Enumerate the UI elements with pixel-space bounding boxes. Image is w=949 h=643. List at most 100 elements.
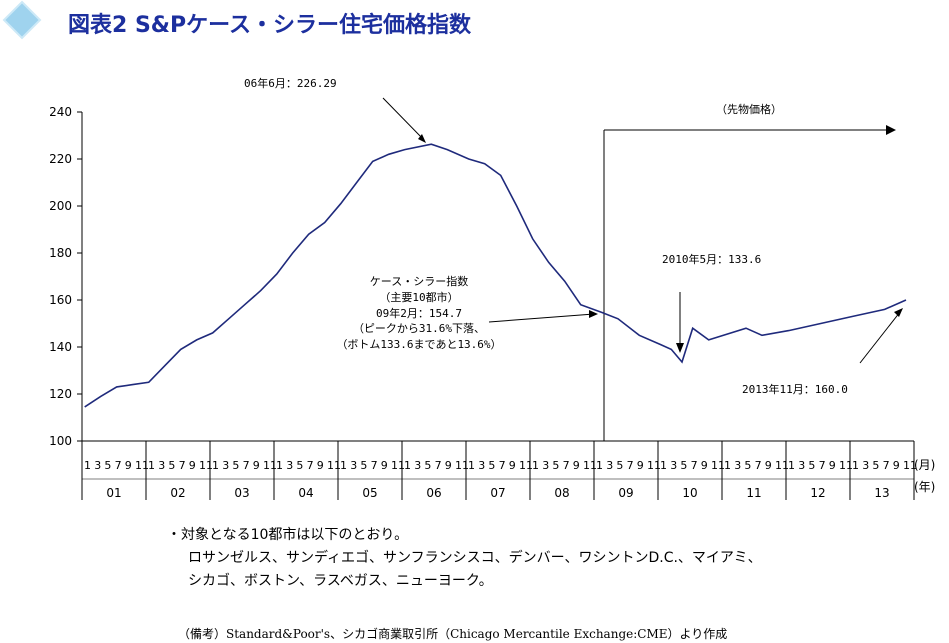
x-month-label: 5 bbox=[104, 459, 111, 472]
note-line-2: ロサンゼルス、サンディエゴ、サンフランシスコ、デンバー、ワシントンD.C.、マイ… bbox=[188, 550, 762, 566]
annotation-last-arrow bbox=[859, 311, 901, 364]
x-month-label: 5 bbox=[360, 459, 367, 472]
x-month-label: 11 bbox=[647, 459, 661, 472]
x-month-label: 1 bbox=[84, 459, 91, 472]
annotation-index-arrow bbox=[488, 313, 595, 323]
annotation-last: 2013年11月：160.0 bbox=[742, 382, 848, 396]
annotation-low: 2010年5月：133.6 bbox=[662, 252, 761, 266]
y-tick-label: 220 bbox=[49, 152, 72, 166]
x-month-label: 9 bbox=[317, 459, 324, 472]
x-year-label: 09 bbox=[618, 486, 633, 500]
futures-arrow-head-icon bbox=[886, 125, 896, 135]
x-year-label: 01 bbox=[106, 486, 121, 500]
x-month-label: 11 bbox=[263, 459, 277, 472]
note-line-3: シカゴ、ボストン、ラスベガス、ニューヨーク。 bbox=[188, 573, 493, 589]
x-month-label: 9 bbox=[573, 459, 580, 472]
x-month-label: 5 bbox=[872, 459, 879, 472]
annotation-index-line: 09年2月：154.7 bbox=[376, 306, 462, 320]
annotation-index-arrowhead-icon bbox=[589, 310, 598, 318]
x-year-label: 12 bbox=[810, 486, 825, 500]
x-year-label: 08 bbox=[554, 486, 569, 500]
x-month-label: 9 bbox=[893, 459, 900, 472]
x-month-label: 5 bbox=[424, 459, 431, 472]
annotation-last-arrowhead-icon bbox=[894, 308, 903, 317]
annotation-peak: 06年6月：226.29 bbox=[244, 76, 337, 90]
x-month-label: 11 bbox=[839, 459, 853, 472]
x-month-label: 3 bbox=[798, 459, 805, 472]
x-month-label: 7 bbox=[627, 459, 634, 472]
annotation-peak-arrowhead-icon bbox=[418, 134, 426, 143]
source-note: （備考）Standard&Poor's、シカゴ商業取引所（Chicago Mer… bbox=[178, 627, 728, 641]
x-month-label: 1 bbox=[852, 459, 859, 472]
x-month-label: 1 bbox=[724, 459, 731, 472]
x-month-label: 9 bbox=[381, 459, 388, 472]
x-month-label: 5 bbox=[232, 459, 239, 472]
x-year-label: 11 bbox=[746, 486, 761, 500]
annotation-index-line: ケース・シラー指数 bbox=[370, 274, 468, 288]
y-tick-label: 180 bbox=[49, 246, 72, 260]
x-month-label: 7 bbox=[499, 459, 506, 472]
x-year-label: 07 bbox=[490, 486, 505, 500]
x-month-label: 7 bbox=[243, 459, 250, 472]
annotation-index-line: （ボトム133.6まであと13.6%） bbox=[336, 338, 501, 351]
x-year-label: 02 bbox=[170, 486, 185, 500]
y-tick-label: 240 bbox=[49, 105, 72, 119]
x-month-label: 11 bbox=[519, 459, 533, 472]
y-tick-label: 140 bbox=[49, 340, 72, 354]
x-month-label: 7 bbox=[755, 459, 762, 472]
x-month-label: 9 bbox=[189, 459, 196, 472]
x-month-label: 9 bbox=[253, 459, 260, 472]
x-month-label: 11 bbox=[135, 459, 149, 472]
annotation-low-arrowhead-icon bbox=[676, 343, 684, 353]
x-month-label: 1 bbox=[788, 459, 795, 472]
chart-title: 図表2 S&Pケース・シラー住宅価格指数 bbox=[68, 12, 472, 38]
y-tick-label: 200 bbox=[49, 199, 72, 213]
x-month-label: 11 bbox=[711, 459, 725, 472]
x-month-label: 3 bbox=[606, 459, 613, 472]
x-month-label: 7 bbox=[819, 459, 826, 472]
x-month-label: 11 bbox=[455, 459, 469, 472]
x-month-label: 3 bbox=[414, 459, 421, 472]
x-month-label: 11 bbox=[199, 459, 213, 472]
x-month-label: 5 bbox=[680, 459, 687, 472]
x-month-label: 3 bbox=[478, 459, 485, 472]
x-month-label: 9 bbox=[637, 459, 644, 472]
x-month-label: 7 bbox=[179, 459, 186, 472]
x-month-label: 7 bbox=[883, 459, 890, 472]
x-month-label: 5 bbox=[808, 459, 815, 472]
x-month-label: 3 bbox=[542, 459, 549, 472]
x-month-label: 9 bbox=[125, 459, 132, 472]
x-month-label: 7 bbox=[115, 459, 122, 472]
note-line-1: ・対象となる10都市は以下のとおり。 bbox=[167, 527, 409, 543]
x-year-label: 04 bbox=[298, 486, 313, 500]
y-tick-label: 160 bbox=[49, 293, 72, 307]
y-ticks: 100 120 140 160 180 200 220 240 bbox=[49, 105, 82, 448]
x-month-label: 1 bbox=[276, 459, 283, 472]
x-month-label: 3 bbox=[286, 459, 293, 472]
x-unit-year: (年) bbox=[914, 480, 935, 494]
x-month-label: 7 bbox=[563, 459, 570, 472]
x-year-label: 05 bbox=[362, 486, 377, 500]
x-month-label: 5 bbox=[744, 459, 751, 472]
x-month-label: 1 bbox=[212, 459, 219, 472]
x-month-label: 3 bbox=[158, 459, 165, 472]
x-month-label: 1 bbox=[468, 459, 475, 472]
x-month-label: 7 bbox=[307, 459, 314, 472]
y-tick-label: 120 bbox=[49, 387, 72, 401]
plot-area bbox=[81, 112, 914, 442]
annotation-peak-arrow bbox=[382, 97, 425, 141]
x-unit-month: (月) bbox=[914, 458, 935, 472]
x-month-label: 9 bbox=[701, 459, 708, 472]
annotation-index: ケース・シラー指数 （主要10都市） 09年2月：154.7 （ピークから31.… bbox=[336, 274, 501, 351]
diamond-logo-icon bbox=[2, 0, 42, 40]
x-month-label: 3 bbox=[94, 459, 101, 472]
x-month-label: 11 bbox=[327, 459, 341, 472]
x-month-label: 11 bbox=[391, 459, 405, 472]
x-month-label: 3 bbox=[734, 459, 741, 472]
x-month-label: 1 bbox=[148, 459, 155, 472]
x-month-label: 1 bbox=[596, 459, 603, 472]
x-month-label: 9 bbox=[765, 459, 772, 472]
annotation-index-line: （ピークから31.6%下落、 bbox=[353, 322, 485, 335]
x-month-label: 11 bbox=[583, 459, 597, 472]
